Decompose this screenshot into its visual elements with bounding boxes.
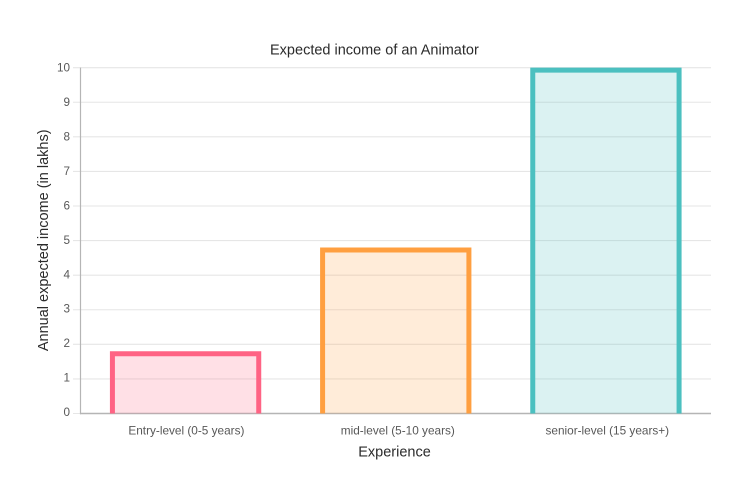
svg-text:10: 10 bbox=[57, 62, 71, 75]
svg-text:6: 6 bbox=[63, 199, 70, 212]
svg-text:3: 3 bbox=[63, 303, 70, 316]
svg-text:9: 9 bbox=[63, 96, 70, 109]
svg-text:senior-level (15 years+): senior-level (15 years+) bbox=[546, 423, 670, 437]
svg-text:mid-level (5-10 years): mid-level (5-10 years) bbox=[341, 423, 455, 437]
svg-text:1: 1 bbox=[63, 372, 70, 385]
svg-text:4: 4 bbox=[63, 268, 70, 281]
svg-text:Experience: Experience bbox=[358, 444, 431, 460]
svg-text:2: 2 bbox=[63, 337, 70, 350]
svg-text:7: 7 bbox=[63, 165, 70, 178]
svg-text:8: 8 bbox=[63, 130, 70, 143]
svg-text:Expected income of an Animator: Expected income of an Animator bbox=[270, 42, 479, 58]
svg-text:Annual expected income (in lak: Annual expected income (in lakhs) bbox=[36, 129, 52, 351]
svg-text:0: 0 bbox=[63, 406, 70, 419]
svg-text:Entry-level (0-5 years): Entry-level (0-5 years) bbox=[128, 423, 244, 437]
svg-text:5: 5 bbox=[63, 234, 70, 247]
